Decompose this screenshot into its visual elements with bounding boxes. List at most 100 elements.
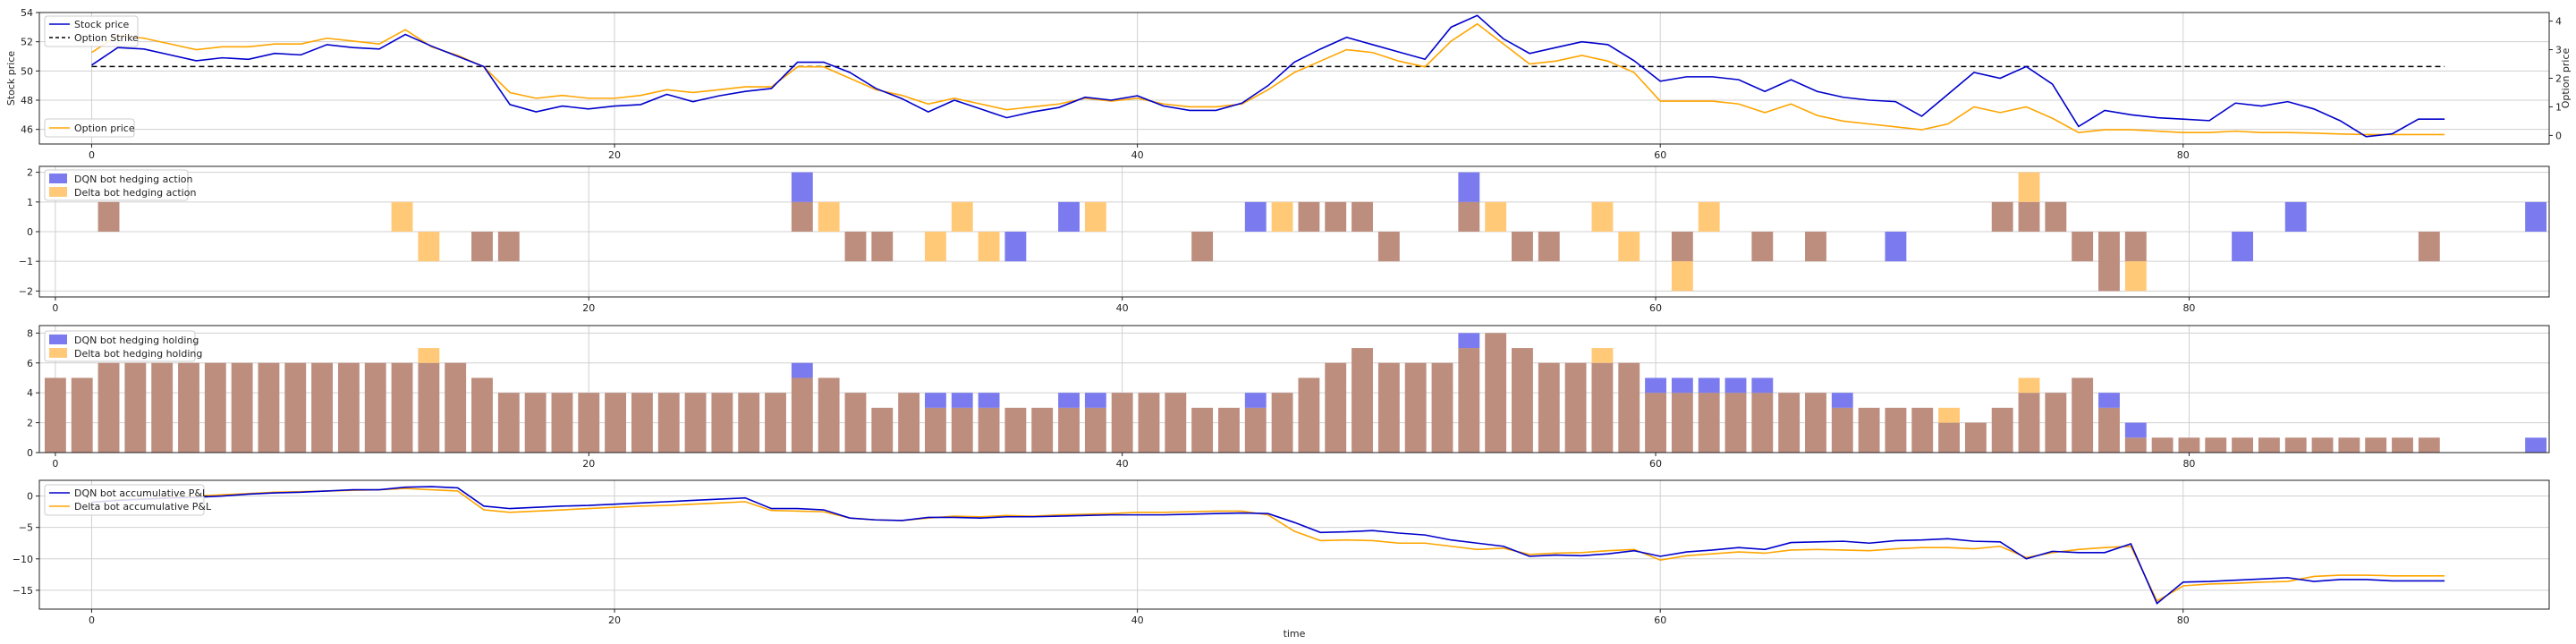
overlap-bar <box>1778 393 1801 453</box>
overlap-bar <box>2124 437 2147 453</box>
overlap-bar <box>2284 437 2307 453</box>
overlap-bar <box>1512 348 1533 453</box>
dqn-bar <box>2098 393 2120 408</box>
overlap-bar <box>844 393 867 453</box>
overlap-bar <box>1645 393 1666 453</box>
x-tick-label: 40 <box>1116 458 1129 470</box>
delta-bar <box>418 232 440 262</box>
overlap-bar <box>2072 377 2094 453</box>
overlap-bar <box>497 393 520 453</box>
overlap-bar <box>1031 407 1054 453</box>
y2-tick-label: 1 <box>2555 101 2562 113</box>
overlap-bar <box>1377 362 1400 453</box>
dqn-bar <box>1458 333 1480 349</box>
x-tick-label: 60 <box>1649 302 1662 314</box>
dqn-bar <box>1645 377 1666 394</box>
action-legend: DQN bot hedging action Delta bot hedging… <box>44 169 196 201</box>
overlap-bar <box>2098 232 2120 292</box>
overlap-bar <box>1991 201 2013 232</box>
holding-bars <box>44 333 2547 453</box>
legend-box <box>44 169 189 201</box>
x-tick-label: 20 <box>608 614 621 626</box>
delta-bar <box>818 201 840 232</box>
overlap-bar <box>1244 407 1267 453</box>
legend-delta-action: Delta bot hedging action <box>74 187 196 199</box>
legend-dqn-action: DQN bot hedging action <box>74 174 192 185</box>
y-tick-label: 46 <box>21 124 33 136</box>
overlap-bar <box>1377 232 1400 262</box>
overlap-bar <box>2151 437 2174 453</box>
overlap-bar <box>818 377 840 453</box>
overlap-bar <box>1671 393 1693 453</box>
legend-stock-price: Stock price <box>74 19 130 30</box>
overlap-bar <box>898 393 920 453</box>
overlap-bar <box>1191 407 1214 453</box>
overlap-bar <box>1911 407 1934 453</box>
price-ylabel: Stock price <box>5 51 17 106</box>
overlap-bar <box>1698 393 1720 453</box>
dqn-bar <box>1058 393 1080 408</box>
overlap-bar <box>2311 437 2334 453</box>
dqn-bar <box>1885 232 1907 262</box>
overlap-bar <box>1404 362 1427 453</box>
action-bars <box>97 172 2547 292</box>
overlap-bar <box>497 232 520 262</box>
overlap-bar <box>1512 232 1533 262</box>
overlap-bar <box>1724 393 1747 453</box>
price-legend-top: Stock price Option Strike <box>44 15 139 47</box>
dqn-bar <box>2525 201 2547 232</box>
delta-bar <box>1271 201 1293 232</box>
overlap-bar <box>1084 407 1106 453</box>
overlap-bar <box>1191 232 1214 262</box>
y-tick-label: 52 <box>21 37 33 48</box>
legend-box <box>44 118 135 138</box>
dqn-bar <box>1831 393 1853 408</box>
y-tick-label: 6 <box>27 358 33 369</box>
overlap-bar <box>1298 201 1320 232</box>
y2-tick-label: 0 <box>2555 130 2562 141</box>
delta-bar <box>1671 261 1693 292</box>
x-tick-label: 40 <box>1131 149 1144 161</box>
y2-tick-label: 4 <box>2555 16 2562 28</box>
overlap-bar <box>391 362 413 453</box>
holding-ticks: 0 20 40 60 80 0 2 4 6 8 <box>27 327 2195 470</box>
overlap-bar <box>471 232 493 262</box>
x-tick-label: 80 <box>2177 614 2190 626</box>
y-tick-label: 1 <box>27 197 33 208</box>
overlap-bar <box>71 377 93 453</box>
overlap-bar <box>2178 437 2200 453</box>
legend-swatch-dqn-action <box>49 174 67 183</box>
overlap-bar <box>284 362 307 453</box>
dqn-bar <box>791 362 813 378</box>
x-tick-label: 60 <box>1654 149 1666 161</box>
overlap-bar <box>445 362 467 453</box>
overlap-bar <box>1564 362 1587 453</box>
overlap-bar <box>1805 393 1826 453</box>
x-tick-label: 60 <box>1649 458 1662 470</box>
overlap-bar <box>524 393 547 453</box>
overlap-bar <box>1671 232 1693 262</box>
overlap-bar <box>605 393 627 453</box>
overlap-bar <box>97 201 120 232</box>
delta-bar <box>1485 201 1507 232</box>
overlap-bar <box>1885 407 1907 453</box>
overlap-bar <box>1858 407 1880 453</box>
overlap-bar <box>1938 422 1960 453</box>
overlap-bar <box>204 362 226 453</box>
pnl-legend: DQN bot accumulative P&L Delta bot accum… <box>44 484 212 516</box>
price-legend-bottom: Option price <box>44 118 135 138</box>
x-tick-label: 80 <box>2177 149 2190 161</box>
x-tick-label: 20 <box>608 149 621 161</box>
dqn-bar <box>1004 232 1027 262</box>
delta-bar <box>1698 201 1720 232</box>
overlap-bar <box>657 393 680 453</box>
overlap-bar <box>2045 201 2067 232</box>
overlap-bar <box>551 393 573 453</box>
pnl-frame <box>38 479 2550 610</box>
overlap-bar <box>684 393 707 453</box>
overlap-bar <box>1325 201 1347 232</box>
legend-swatch-delta-holding <box>49 348 67 358</box>
stock-price-line <box>91 14 2445 138</box>
legend-swatch-delta-action <box>49 187 67 197</box>
